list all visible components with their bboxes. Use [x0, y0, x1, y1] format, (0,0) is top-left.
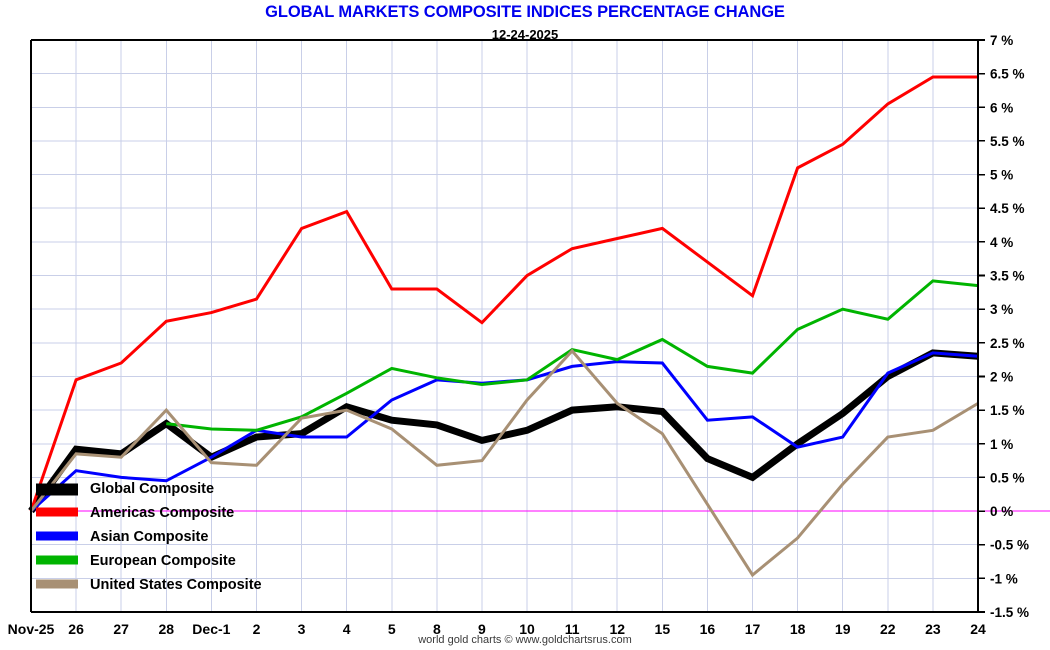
x-axis-tick-label: 18: [790, 621, 806, 637]
y-axis-tick-label: -1 %: [990, 571, 1018, 586]
x-axis-tick-label: 3: [298, 621, 306, 637]
x-axis-tick-label: 28: [158, 621, 174, 637]
chart-legend: Global Composite Americas Composite Asian …: [36, 481, 262, 593]
legend-label: Americas Composite: [90, 505, 234, 521]
y-axis-tick-label: 4 %: [990, 235, 1013, 250]
x-axis-labels: Nov-25 26 27 28 Dec-1 2 3 4 5 8 9 10 11 12 15 16 17 18 19 2…: [8, 621, 986, 637]
x-axis-tick-label: 27: [113, 621, 129, 637]
x-axis-tick-label: 10: [519, 621, 535, 637]
y-axis-tick-label: 0.5 %: [990, 470, 1025, 485]
legend-swatch-european-composite: [36, 555, 78, 565]
series-line-americas-composite: [29, 75, 978, 512]
y-axis-tick-label: 6.5 %: [990, 67, 1025, 82]
grid-layer: [30, 39, 979, 613]
x-axis-tick-label: Dec-1: [192, 621, 230, 637]
x-axis-tick-label: 5: [388, 621, 396, 637]
x-axis-tick-label: 8: [433, 621, 441, 637]
x-axis-tick-label: 26: [68, 621, 84, 637]
legend-swatch-asian-composite: [36, 531, 78, 541]
y-axis-tick-label: 2.5 %: [990, 336, 1025, 351]
x-axis-tick-label: 4: [343, 621, 351, 637]
chart-subtitle-date: 12-24-2025: [491, 27, 559, 42]
y-axis-tick-label: 4.5 %: [990, 201, 1025, 216]
x-axis-tick-label: Nov-25: [8, 621, 55, 637]
y-axis-tick-label: 6 %: [990, 100, 1013, 115]
legend-label: Asian Composite: [90, 529, 208, 545]
series-line-global-composite: [28, 349, 979, 514]
y-axis-tick-label: -1.5 %: [990, 605, 1029, 620]
footer-credit: world gold charts © www.goldchartsrus.co…: [418, 634, 632, 646]
y-axis-tick-label: 5.5 %: [990, 134, 1025, 149]
y-axis-tick-label: 0 %: [990, 504, 1013, 519]
y-axis-tick-label: 3.5 %: [990, 269, 1025, 284]
x-axis-tick-label: 12: [609, 621, 625, 637]
legend-swatch-united-states-composite: [36, 579, 78, 589]
x-axis-tick-label: 22: [880, 621, 896, 637]
x-axis-tick-label: 15: [655, 621, 671, 637]
legend-swatch-global-composite: [36, 483, 78, 496]
series-layer: [28, 75, 979, 578]
series-line-united-states-composite: [29, 348, 979, 578]
y-axis-labels: 7 % 6.5 % 6 % 5.5 % 5 % 4.5 % 4 % 3.5 % 3 % 2.5 %…: [978, 33, 1029, 620]
y-axis-tick-label: 7 %: [990, 33, 1013, 48]
y-axis-tick-label: 5 %: [990, 168, 1013, 183]
axis-layer: [30, 39, 979, 613]
y-axis-tick-label: 3 %: [990, 302, 1013, 317]
x-axis-tick-label: 24: [970, 621, 986, 637]
x-axis-tick-label: 11: [565, 621, 580, 637]
legend-label: European Composite: [90, 553, 236, 569]
y-axis-tick-label: 2 %: [990, 369, 1013, 384]
legend-label: Global Composite: [90, 481, 214, 497]
y-axis-tick-label: 1.5 %: [990, 403, 1025, 418]
x-axis-tick-label: 17: [745, 621, 761, 637]
legend-label: United States Composite: [90, 577, 262, 593]
x-axis-tick-label: 9: [478, 621, 486, 637]
x-axis-tick-label: 19: [835, 621, 851, 637]
y-axis-tick-label: -0.5 %: [990, 538, 1029, 553]
page-title: GLOBAL MARKETS COMPOSITE INDICES PERCENT…: [265, 3, 785, 21]
x-axis-tick-label: 16: [700, 621, 716, 637]
x-axis-tick-label: 2: [253, 621, 261, 637]
legend-swatch-americas-composite: [36, 507, 78, 517]
x-axis-tick-label: 23: [925, 621, 941, 637]
y-axis-tick-label: 1 %: [990, 437, 1013, 452]
